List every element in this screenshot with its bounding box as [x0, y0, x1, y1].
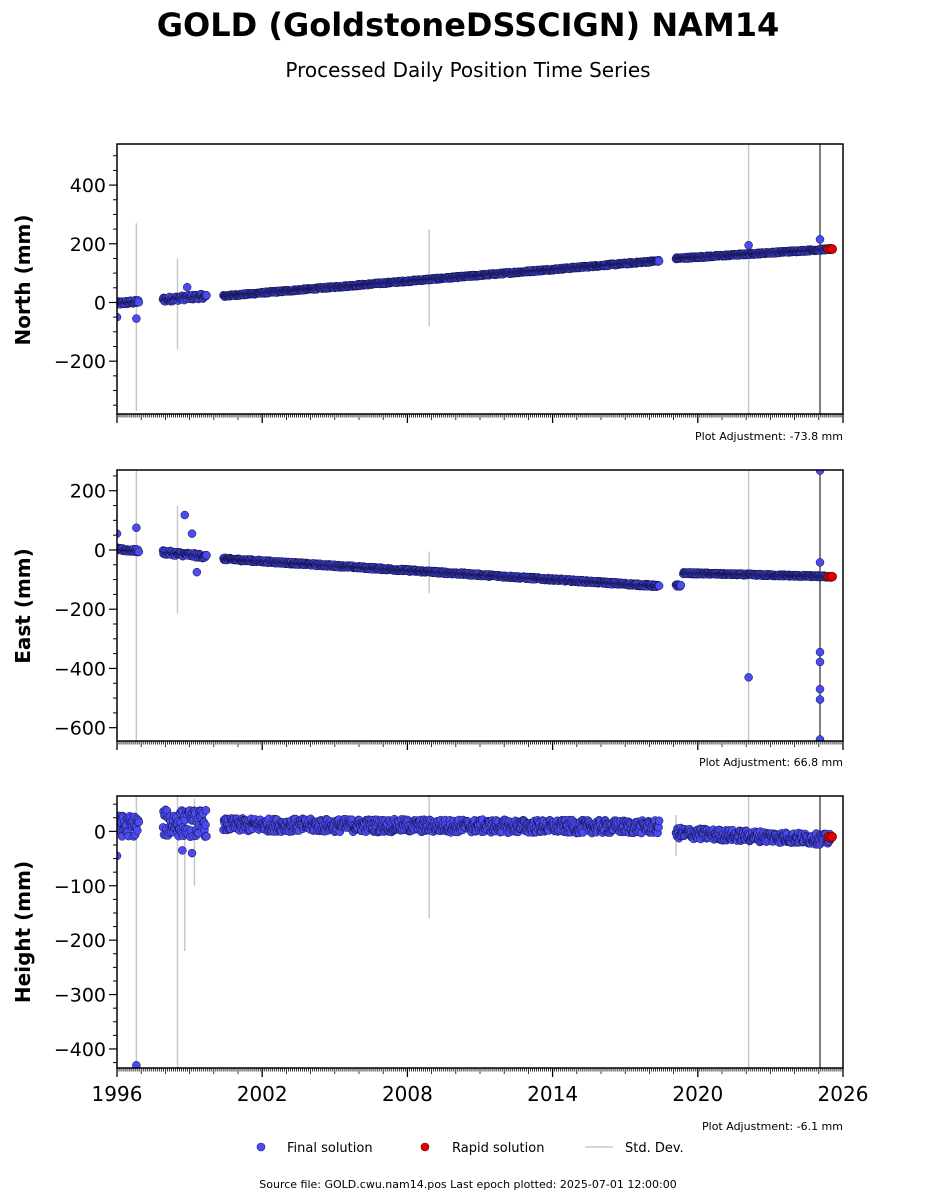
final-solution-point [654, 581, 664, 591]
plot-area [117, 470, 837, 741]
final-solution-point [201, 820, 210, 830]
y-tick-label: −400 [54, 1039, 106, 1061]
y-tick-label: 400 [70, 175, 106, 197]
plot-area [117, 144, 837, 414]
y-tick-label: 0 [94, 292, 106, 314]
final-solution-point [815, 558, 825, 567]
final-solution-point [192, 567, 202, 577]
final-solution-point [202, 291, 211, 300]
final-solution-point [744, 673, 753, 682]
final-solution-point [117, 312, 122, 322]
y-tick-label: 200 [70, 234, 106, 256]
figure-title: GOLD (GoldstoneDSSCIGN) NAM14 [157, 6, 779, 44]
final-solution-point [744, 241, 753, 250]
plot-adjustment-label: Plot Adjustment: -73.8 mm [695, 430, 843, 443]
final-solution-point [202, 550, 211, 560]
final-solution-point [134, 547, 144, 557]
rapid-solution-point [827, 831, 837, 842]
y-tick-label: −200 [54, 930, 106, 952]
final-solution-point [182, 282, 192, 292]
final-solution-point [132, 314, 141, 323]
final-solution-point [134, 298, 144, 307]
final-solution-point [133, 826, 142, 835]
final-solution-point [134, 817, 144, 827]
y-axis-label: East (mm) [11, 548, 35, 664]
final-solution-point [676, 580, 686, 590]
final-solution-point [202, 832, 211, 841]
y-tick-label: 0 [94, 821, 106, 843]
panel-north: −200 0 200 400 North (mm) Plot Adjustment: -7… [11, 143, 844, 443]
y-tick-label: −200 [54, 599, 106, 621]
y-tick-label: −400 [54, 658, 106, 680]
panel-east: −600 −400 −200 0 200 East (mm) Plot Adjustment… [11, 469, 844, 769]
final-solution-point [815, 657, 825, 667]
final-solution-point [815, 695, 825, 704]
final-solution-point [178, 846, 187, 855]
rapid-solution-point [827, 244, 837, 254]
y-axis-label: North (mm) [11, 214, 35, 345]
final-solution-point [117, 529, 122, 538]
final-solution-point [654, 256, 664, 266]
y-tick-label: −200 [54, 351, 106, 373]
final-solution-point [815, 235, 825, 244]
final-solution-point [201, 806, 211, 815]
final-solution-point [815, 647, 825, 657]
panels: −200 0 200 400 North (mm) Plot Adjustment: -7… [11, 143, 868, 1133]
final-solution-point [187, 529, 197, 538]
final-solution-point [815, 684, 825, 694]
final-solution-point [187, 848, 197, 858]
y-tick-label: 200 [70, 481, 106, 503]
y-tick-label: −300 [54, 985, 106, 1007]
figure-subtitle: Processed Daily Position Time Series [285, 58, 650, 82]
y-tick-label: −600 [54, 718, 106, 740]
y-tick-label: −100 [54, 876, 106, 898]
final-solution-point [815, 735, 825, 741]
plot-adjustment-label: Plot Adjustment: 66.8 mm [699, 756, 843, 769]
final-solution-point [654, 816, 664, 826]
plot-area [117, 796, 837, 1068]
final-solution-point [180, 510, 190, 520]
y-tick-label: 0 [94, 540, 106, 562]
rapid-solution-point [827, 571, 837, 582]
final-solution-point [132, 523, 141, 533]
panel-frame [116, 469, 844, 742]
